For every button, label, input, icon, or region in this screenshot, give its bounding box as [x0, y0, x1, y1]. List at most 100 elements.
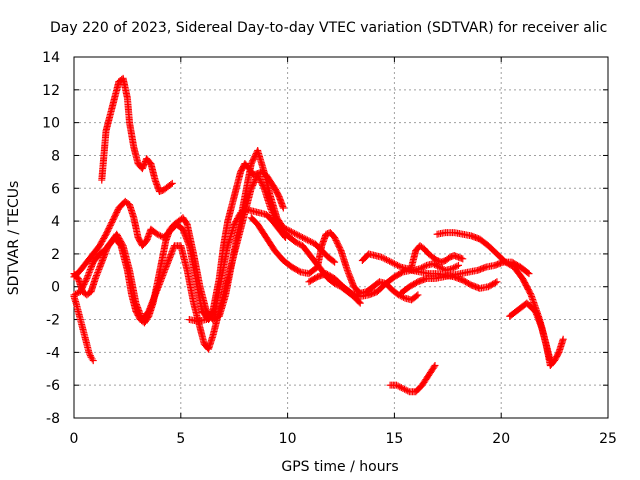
data-point	[212, 314, 220, 322]
data-point	[153, 230, 161, 238]
data-point	[524, 269, 532, 277]
plot-frame	[73, 56, 609, 419]
data-point	[297, 233, 305, 241]
data-point	[284, 226, 292, 234]
data-point	[355, 298, 363, 306]
data-point	[454, 261, 462, 269]
data-point	[168, 179, 176, 187]
data-point	[292, 230, 300, 238]
data-point	[209, 316, 217, 324]
y-axis: -8 -6 -4 -2 0 2 4 6 8 10 12 14	[42, 50, 608, 427]
data-point	[286, 227, 294, 235]
data-point	[279, 204, 287, 212]
series-arc-i	[358, 250, 462, 274]
data-point	[387, 258, 395, 266]
data-point	[88, 355, 96, 363]
data-point	[331, 258, 339, 266]
data-point	[307, 238, 315, 246]
series-arc-a	[98, 74, 176, 196]
data-point	[299, 234, 307, 241]
x-tick-label: 20	[492, 431, 510, 447]
data-point	[435, 263, 443, 271]
data-point	[329, 257, 337, 265]
data-point	[438, 265, 446, 273]
data-point	[413, 292, 421, 300]
data-point	[294, 239, 302, 247]
data-point	[292, 238, 300, 246]
data-point	[397, 384, 405, 392]
data-point	[167, 180, 175, 188]
data-point	[394, 382, 402, 390]
data-point	[418, 264, 426, 272]
data-point	[390, 260, 398, 268]
y-tick-label: 0	[51, 280, 60, 296]
data-point	[393, 381, 401, 389]
y-tick-label: 14	[42, 50, 60, 66]
y-tick-label: 2	[51, 247, 60, 263]
data-point	[287, 228, 295, 236]
y-axis-label: SDTVAR / TECUs	[6, 181, 22, 296]
data-point	[210, 315, 218, 323]
data-point	[291, 229, 299, 237]
data-point	[559, 335, 567, 343]
grid-lines	[74, 57, 608, 418]
data-point	[450, 264, 458, 272]
y-tick-label: -4	[46, 345, 60, 361]
data-point	[82, 276, 90, 284]
data-point	[294, 231, 302, 239]
data-point	[431, 361, 439, 369]
x-tick-label: 15	[385, 431, 403, 447]
chart-title: Day 220 of 2023, Sidereal Day-to-day VTE…	[50, 20, 607, 36]
y-tick-label: -8	[46, 411, 60, 427]
data-point	[432, 261, 440, 269]
series-arc-m	[506, 299, 554, 365]
data-point	[379, 254, 387, 262]
data-point	[493, 278, 501, 286]
data-point	[451, 263, 459, 271]
data-point	[300, 234, 308, 242]
data-point	[89, 357, 97, 365]
data-point	[389, 259, 397, 267]
data-point	[399, 293, 407, 301]
data-point	[395, 262, 403, 270]
data-point	[430, 363, 438, 371]
data-point	[295, 240, 303, 248]
series-arc-e	[70, 293, 97, 365]
data-point	[392, 261, 400, 269]
y-tick-label: 10	[42, 116, 60, 132]
data-point	[386, 257, 394, 265]
data-point	[295, 232, 303, 240]
series-arc-j	[407, 242, 467, 271]
data-point	[155, 231, 163, 239]
data-point	[85, 348, 93, 356]
data-point	[295, 267, 303, 275]
y-tick-label: 6	[51, 181, 60, 197]
data-point	[401, 385, 409, 393]
series-arc-k	[397, 258, 533, 297]
y-tick-label: -2	[46, 313, 60, 329]
data-point	[396, 383, 404, 391]
data-point	[459, 255, 467, 263]
data-point	[283, 225, 291, 233]
data-point	[382, 256, 390, 264]
data-point	[86, 350, 94, 358]
y-tick-label: 4	[51, 214, 60, 230]
data-point	[421, 262, 429, 270]
data-point	[399, 384, 407, 392]
data-point	[384, 256, 392, 264]
data-point	[381, 255, 389, 263]
x-tick-label: 0	[70, 431, 79, 447]
data-point	[289, 229, 297, 237]
data-point	[336, 245, 344, 253]
series-arc-f	[185, 160, 287, 325]
x-tick-label: 10	[279, 431, 297, 447]
data-point	[416, 265, 424, 273]
data-point	[453, 262, 461, 270]
y-tick-label: 8	[51, 148, 60, 164]
data-point	[305, 237, 313, 245]
x-axis: 0 5 10 15 20 25	[70, 57, 617, 447]
data-point	[414, 291, 422, 299]
data-point	[492, 279, 500, 287]
y-tick-label: -6	[46, 378, 60, 394]
